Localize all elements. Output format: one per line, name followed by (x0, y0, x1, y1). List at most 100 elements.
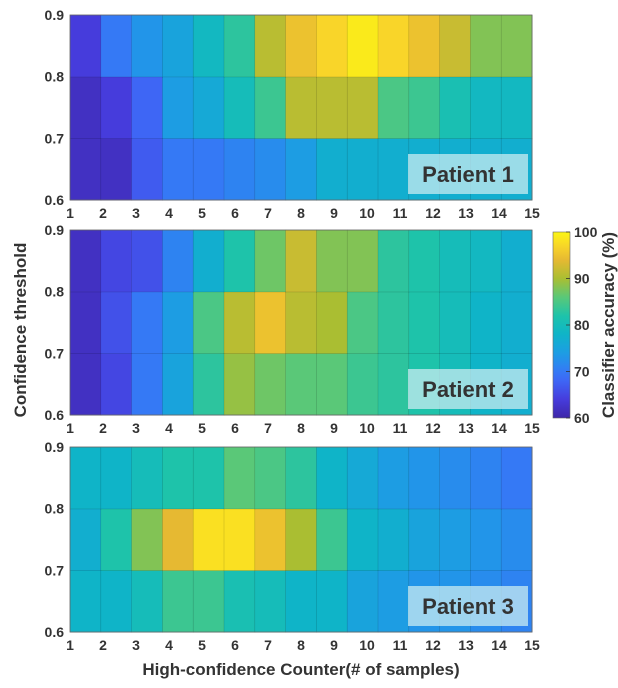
x-tick-label: 3 (132, 420, 140, 436)
heatmap-cell (408, 291, 441, 354)
y-tick-label: 0.9 (45, 222, 65, 238)
x-tick-label: 1 (66, 420, 74, 436)
heatmap-cell (69, 76, 102, 139)
x-tick-label: 5 (198, 420, 206, 436)
y-tick-label: 0.6 (45, 624, 65, 640)
colorbar-tick-label: 80 (574, 317, 590, 333)
heatmap-cell (346, 508, 379, 571)
heatmap-cell (346, 138, 379, 201)
heatmap-cell (285, 570, 318, 633)
x-tick-label: 6 (231, 205, 239, 221)
heatmap-cell (223, 229, 256, 293)
x-tick-label: 9 (330, 205, 338, 221)
heatmap-cell (69, 229, 102, 293)
heatmap-cell (439, 14, 472, 78)
heatmap-cell (377, 446, 410, 510)
heatmap-cell (162, 14, 194, 78)
heatmap-cell (377, 229, 410, 293)
heatmap-cell (470, 76, 502, 139)
heatmap-cell (285, 508, 318, 571)
x-tick-label: 5 (198, 205, 206, 221)
heatmap-cell (192, 138, 225, 201)
x-tick-label: 7 (264, 637, 272, 653)
x-tick-label: 13 (458, 420, 474, 436)
x-tick-label: 9 (330, 420, 338, 436)
heatmap-cell (192, 229, 225, 293)
panel-label: Patient 3 (422, 594, 514, 619)
heatmap-cell (223, 138, 256, 201)
heatmap-cell (377, 508, 410, 571)
heatmap-cell (439, 76, 472, 139)
heatmap-cell (131, 76, 164, 139)
heatmap-cell (316, 291, 348, 354)
x-tick-label: 2 (99, 205, 107, 221)
x-axis-label: High-confidence Counter(# of samples) (142, 660, 459, 679)
x-tick-label: 11 (393, 637, 408, 653)
heatmap-cell (377, 291, 410, 354)
heatmap-cell (100, 138, 133, 201)
heatmap-cell (316, 138, 348, 201)
heatmap-panel-2: 0.60.70.80.91 2 3 4 5 6 7 8 9 10 11 12 13 14 15Patient… (45, 222, 540, 436)
x-tick-label: 13 (458, 205, 474, 221)
x-tick-label: 2 (99, 420, 107, 436)
heatmap-cell (408, 508, 441, 571)
heatmap-cell (69, 353, 102, 416)
x-tick-label: 6 (231, 420, 239, 436)
heatmap-cell (162, 570, 194, 633)
heatmap-cell (346, 291, 379, 354)
heatmap-cell (285, 138, 318, 201)
heatmap-cell (500, 14, 533, 78)
heatmap-cell (316, 508, 348, 571)
x-tick-label: 13 (458, 637, 474, 653)
x-tick-label: 12 (425, 637, 441, 653)
heatmap-cell (254, 14, 287, 78)
heatmap-cell (254, 229, 287, 293)
x-tick-label: 15 (524, 420, 540, 436)
heatmap-cell (223, 291, 256, 354)
heatmap-cell (316, 229, 348, 293)
heatmap-cell (439, 291, 472, 354)
x-tick-label: 10 (359, 420, 375, 436)
heatmap-cell (500, 76, 533, 139)
heatmap-cell (100, 14, 133, 78)
heatmap-cell (377, 353, 410, 416)
heatmap-cell (377, 76, 410, 139)
heatmap-cell (285, 229, 318, 293)
heatmap-cell (470, 14, 502, 78)
heatmap-cell (439, 508, 472, 571)
panel-frame (69, 229, 533, 416)
heatmap-cell (470, 446, 502, 510)
x-tick-label: 15 (524, 637, 540, 653)
x-tick-label: 12 (425, 420, 441, 436)
heatmap-cell (254, 291, 287, 354)
heatmap-cell (100, 446, 133, 510)
heatmap-cell (470, 291, 502, 354)
x-tick-label: 1 (66, 637, 74, 653)
heatmap-cell (316, 14, 348, 78)
heatmap-cell (316, 570, 348, 633)
x-tick-label: 14 (491, 637, 507, 653)
heatmap-cell (100, 76, 133, 139)
heatmap-cell (162, 291, 194, 354)
colorbar-tick-label: 60 (574, 410, 590, 426)
heatmap-cell (223, 353, 256, 416)
x-tick-label: 6 (231, 637, 239, 653)
x-tick-label: 3 (132, 205, 140, 221)
heatmap-cell (408, 76, 441, 139)
x-tick-label: 15 (524, 205, 540, 221)
heatmap-cell (254, 570, 287, 633)
panel-label-box (408, 586, 528, 626)
heatmap-cell (69, 291, 102, 354)
heatmap-cell (470, 229, 502, 293)
heatmap-cell (131, 229, 164, 293)
heatmap-cell (500, 508, 533, 571)
x-tick-label: 10 (359, 205, 375, 221)
heatmap-cell (100, 570, 133, 633)
heatmap-cell (285, 446, 318, 510)
colorbar-label: Classifier accuracy (%) (599, 232, 618, 418)
heatmap-cell (192, 353, 225, 416)
y-tick-label: 0.7 (45, 562, 65, 578)
heatmap-cell (377, 570, 410, 633)
heatmap-cell (223, 508, 256, 571)
heatmap-cell (162, 76, 194, 139)
